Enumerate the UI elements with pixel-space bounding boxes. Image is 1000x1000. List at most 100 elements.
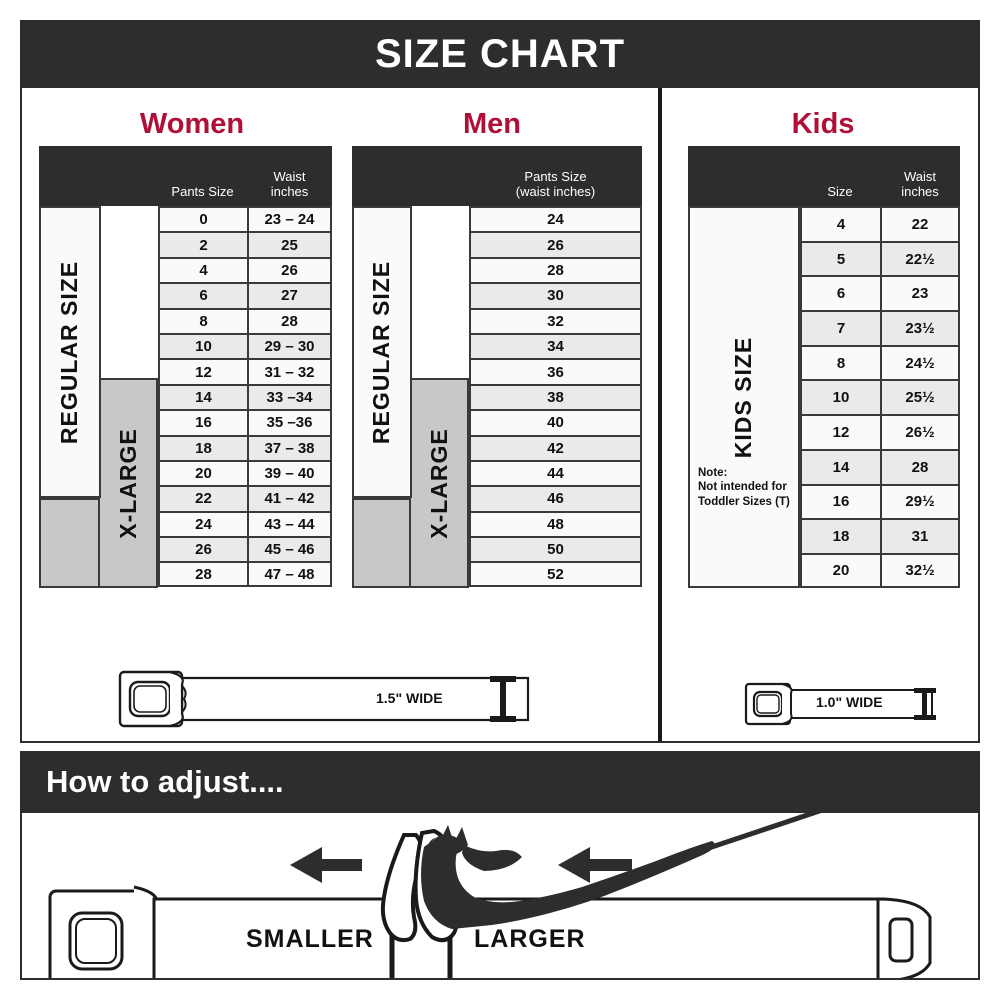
kids-cell-waist: 28 <box>880 450 958 484</box>
women-cell-size: 12 <box>195 363 212 381</box>
table-row: 26 <box>469 231 642 257</box>
men-table-header: Pants Size (waist inches) <box>352 146 642 206</box>
men-regular-band: REGULAR SIZE <box>352 206 412 498</box>
kids-cell-waist: 22 <box>880 208 958 241</box>
table-row: 6 23 <box>800 275 960 311</box>
arrow-left-top <box>290 847 362 883</box>
men-cell-size: 40 <box>547 414 564 432</box>
kids-size-band: KIDS SIZE <box>688 206 800 588</box>
men-cell-size: 36 <box>547 363 564 381</box>
table-row: 30 <box>469 282 642 308</box>
belt-diagram-kids-svg <box>744 682 936 726</box>
table-row: 14 33 –34 <box>158 383 332 410</box>
men-cell-size: 24 <box>547 211 564 229</box>
kids-note-line1: Note: <box>698 467 728 479</box>
table-row: 36 <box>469 358 642 384</box>
belt-width-label-adult: 1.5" WIDE <box>376 690 443 706</box>
table-row: 22 41 – 42 <box>158 485 332 511</box>
kids-cell-size: 14 <box>832 458 850 476</box>
women-cell-size: 28 <box>195 565 212 583</box>
howto-adjust-title: How to adjust.... <box>46 764 284 799</box>
table-row: 46 <box>469 485 642 511</box>
men-cell-size: 46 <box>547 490 564 508</box>
table-row: 24 43 – 44 <box>158 510 332 537</box>
women-cell-size: 18 <box>195 439 212 457</box>
kids-cell-size: 7 <box>836 319 846 337</box>
women-cell-waist: 25 <box>247 233 330 257</box>
table-row: 14 28 <box>800 448 960 484</box>
table-row: 50 <box>469 536 642 562</box>
table-row: 28 47 – 48 <box>158 561 332 587</box>
women-cell-size: 14 <box>195 388 212 406</box>
kids-rows: 4 22 5 22½ 6 23 7 23½ 8 24½ 10 25½ 12 26½ 14 28 16 29½ 18 3… <box>800 206 960 588</box>
kids-cell-waist: 24½ <box>880 346 958 380</box>
table-row: 44 <box>469 459 642 486</box>
kids-cell-size: 8 <box>836 354 846 372</box>
table-row: 12 26½ <box>800 414 960 449</box>
women-xlarge-label: X-LARGE <box>114 427 141 539</box>
men-cell-size: 44 <box>547 465 564 483</box>
table-row: 24 <box>469 206 642 232</box>
men-cell-size: 32 <box>547 312 564 330</box>
kids-col-header-waist-line1: Waist <box>903 169 937 185</box>
belt-adjust-diagram-svg <box>48 813 932 978</box>
women-cell-waist: 33 –34 <box>247 385 330 410</box>
kids-note-line3: Toddler Sizes (T) <box>698 495 790 508</box>
women-cell-waist: 26 <box>247 258 330 283</box>
women-regular-label: REGULAR SIZE <box>56 260 83 444</box>
women-cell-waist: 29 – 30 <box>247 334 330 359</box>
kids-note: Note: Not intended for Toddler Sizes (T) <box>698 466 798 509</box>
men-col-header-line1: Pants Size <box>524 169 587 185</box>
women-cell-size: 26 <box>195 541 212 559</box>
kids-cell-waist: 23 <box>880 277 958 311</box>
kids-cell-size: 6 <box>836 285 846 303</box>
direction-label-smaller: SMALLER <box>246 925 374 953</box>
men-cell-size: 38 <box>547 388 564 406</box>
table-row: 28 <box>469 256 642 283</box>
table-row: 18 31 <box>800 518 960 553</box>
women-cell-size: 24 <box>195 515 212 533</box>
women-cell-waist: 23 – 24 <box>247 208 330 232</box>
howto-adjust-panel: SMALLER LARGER <box>20 813 980 980</box>
kids-note-line2: Not intended for <box>698 481 787 494</box>
belt-width-label-kids: 1.0" WIDE <box>816 694 883 710</box>
table-row: 6 27 <box>158 282 332 308</box>
title-bar: SIZE CHART <box>20 20 980 88</box>
men-cell-size: 48 <box>547 515 564 533</box>
kids-header-spacer <box>688 185 800 206</box>
kids-cell-size: 5 <box>836 250 846 268</box>
kids-col-header-waist: Waist inches <box>880 169 960 206</box>
table-row: 0 23 – 24 <box>158 206 332 232</box>
table-row: 40 <box>469 409 642 435</box>
men-col-header-pants-size: Pants Size (waist inches) <box>469 169 642 206</box>
kids-table-header: Size Waist inches <box>688 146 960 206</box>
table-row: 12 31 – 32 <box>158 358 332 384</box>
kids-cell-size: 20 <box>832 561 850 579</box>
kids-size-table: Size Waist inches KIDS SIZE Note: Not in… <box>688 146 960 588</box>
women-cell-size: 6 <box>199 287 208 305</box>
women-cell-waist: 37 – 38 <box>247 436 330 460</box>
women-col-header-waist-line1: Waist <box>273 169 306 185</box>
belt-diagram-adult-svg <box>118 670 530 728</box>
table-row: 10 29 – 30 <box>158 332 332 359</box>
men-col-header-line2: (waist inches) <box>515 184 596 200</box>
women-col-header-waist-line2: inches <box>270 184 309 200</box>
kids-cell-waist: 26½ <box>880 416 958 449</box>
men-size-table: Pants Size (waist inches) X-LARGE REGULA… <box>352 146 642 588</box>
table-row: 34 <box>469 332 642 359</box>
men-xlarge-band: X-LARGE <box>409 378 469 588</box>
men-header-spacer <box>352 185 469 206</box>
table-row: 4 26 <box>158 256 332 283</box>
kids-col-header-waist-line2: inches <box>901 184 939 200</box>
women-cell-size: 10 <box>195 338 212 356</box>
table-row: 32 <box>469 307 642 333</box>
women-regular-band: REGULAR SIZE <box>39 206 101 498</box>
women-cell-waist: 31 – 32 <box>247 360 330 384</box>
table-row: 42 <box>469 434 642 460</box>
women-cell-waist: 27 <box>247 284 330 308</box>
women-cell-waist: 43 – 44 <box>247 512 330 537</box>
table-row: 16 29½ <box>800 483 960 519</box>
women-cell-size: 20 <box>195 465 212 483</box>
men-cell-size: 50 <box>547 541 564 559</box>
table-row: 7 23½ <box>800 310 960 345</box>
